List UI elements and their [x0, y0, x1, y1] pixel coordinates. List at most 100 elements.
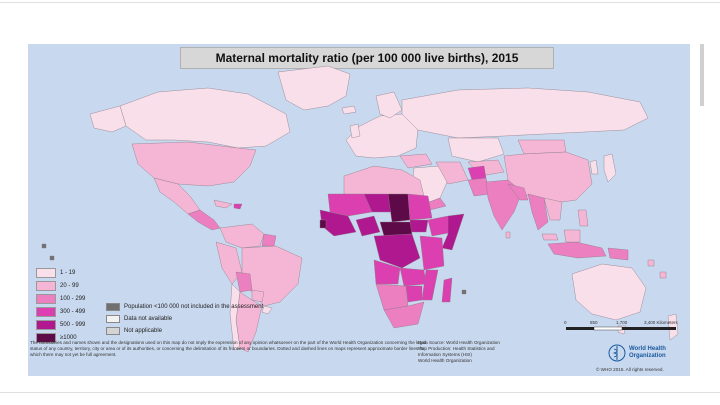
scale-label-0: 0 — [564, 320, 567, 325]
legend-swatch — [106, 315, 120, 323]
region-pacific-islands — [647, 259, 667, 279]
region-angola — [373, 259, 401, 285]
region-sri-lanka — [505, 231, 511, 239]
legend-label: 1 - 19 — [60, 269, 76, 276]
region-nepal-bangladesh — [507, 183, 529, 201]
legend-item: ≥1000 — [36, 331, 100, 344]
scale-bar-black — [566, 327, 594, 330]
region-myanmar-thailand — [527, 193, 549, 231]
region-iceland — [341, 105, 357, 115]
region-mauritania-mali — [327, 193, 373, 217]
region-alaska — [89, 105, 127, 133]
region-chad — [387, 193, 411, 223]
scale-labels: 0 850 1,700 3,400 Kilometers — [562, 320, 686, 326]
who-emblem-icon — [608, 344, 626, 362]
region-europe — [345, 113, 419, 159]
legend-swatch — [36, 332, 56, 343]
scale-bar-white — [593, 326, 623, 331]
map-title: Maternal mortality ratio (per 100 000 li… — [215, 51, 519, 65]
region-brazil — [241, 245, 303, 307]
region-nigeria — [355, 215, 381, 237]
legend-other-item: Not applicable — [106, 325, 306, 337]
region-canada — [119, 87, 291, 149]
legend-item: 300 - 499 — [36, 305, 100, 318]
copyright: © WHO 2015. All rights reserved. — [596, 367, 664, 372]
region-indonesia — [547, 241, 607, 259]
region-paraguay — [251, 289, 265, 303]
legend-label: 500 - 999 — [60, 321, 86, 328]
region-vietnam-laos — [543, 197, 563, 221]
legend-other-item: Data not available — [106, 313, 306, 325]
legend-label: Population <100 000 not included in the … — [124, 304, 264, 310]
region-kazakhstan — [447, 137, 505, 163]
region-usa — [131, 141, 257, 187]
map-frame: Maternal mortality ratio (per 100 000 li… — [28, 44, 690, 376]
who-name: World Health Organization — [629, 346, 666, 360]
legend-item: 100 - 299 — [36, 292, 100, 305]
region-japan — [603, 153, 617, 183]
scale-bar — [566, 326, 676, 331]
legend: 1 - 19 20 - 99 100 - 299 300 - 499 500 -… — [36, 266, 100, 344]
region-scandinavia — [375, 91, 403, 119]
legend-item: 500 - 999 — [36, 318, 100, 331]
region-haiti — [233, 203, 243, 210]
region-chile — [229, 283, 241, 351]
bottom-rule — [0, 392, 720, 393]
region-mozambique — [421, 269, 439, 301]
region-greenland — [277, 65, 351, 111]
region-kenya-tanzania — [419, 235, 445, 271]
legend-item: 1 - 19 — [36, 266, 100, 279]
legend-swatch — [36, 306, 56, 317]
region-zambia-malawi — [399, 267, 427, 287]
legend-label: ≥1000 — [60, 334, 77, 341]
region-australia — [571, 263, 647, 321]
region-north-africa — [343, 165, 425, 197]
scale-bar-black-2 — [622, 327, 676, 330]
legend-swatch — [36, 293, 56, 304]
legend-label: 300 - 499 — [60, 308, 86, 315]
scale-label-1: 850 — [590, 320, 598, 325]
who-name-line: Organization — [629, 353, 666, 359]
region-india — [485, 179, 523, 231]
region-congo-drc — [373, 233, 421, 269]
legend-swatch — [106, 303, 120, 311]
region-caribbean — [213, 199, 233, 209]
who-logo: World Health Organization — [608, 344, 666, 362]
top-rule — [0, 2, 720, 3]
legend-swatch — [36, 319, 56, 330]
legend-item: 20 - 99 — [36, 279, 100, 292]
region-russia — [401, 87, 649, 139]
source-line: World Health Organization — [418, 358, 472, 363]
region-uk — [349, 123, 361, 139]
region-zimbabwe — [405, 285, 423, 303]
region-guyana — [261, 233, 277, 247]
source-line: Information Systems (HSI) — [418, 352, 472, 357]
region-somalia — [441, 213, 465, 251]
legend-swatch — [36, 280, 56, 291]
scale-label-3: 3,400 Kilometers — [644, 320, 678, 325]
legend-label: Not applicable — [124, 328, 163, 334]
legend-other-item: Population <100 000 not included in the … — [106, 301, 306, 313]
region-namibia-botswana — [375, 283, 409, 311]
legend-label: Data not available — [124, 316, 173, 322]
disclaimer: The boundaries and names shown and the d… — [30, 340, 426, 357]
region-south-sudan — [409, 219, 429, 233]
legend-label: 100 - 299 — [60, 295, 86, 302]
scale-label-2: 1,700 — [616, 320, 628, 325]
region-borneo — [563, 229, 581, 243]
region-afghanistan — [467, 165, 487, 181]
region-madagascar — [441, 277, 453, 303]
legend-swatch — [36, 267, 56, 278]
region-mongolia — [517, 139, 567, 155]
legend-swatch — [106, 327, 120, 335]
source-line: Map Production: Health Statistics and — [418, 346, 495, 351]
region-korea — [589, 159, 599, 175]
region-small-islands — [41, 243, 467, 295]
legend-label: 20 - 99 — [60, 282, 79, 289]
data-source: Data Source: World Health Organization M… — [418, 340, 518, 364]
side-decoration — [700, 44, 704, 106]
source-line: Data Source: World Health Organization — [418, 340, 500, 345]
title-bar: Maternal mortality ratio (per 100 000 li… — [180, 47, 554, 69]
region-sierra-leone — [319, 219, 327, 229]
region-turkey — [399, 153, 433, 169]
